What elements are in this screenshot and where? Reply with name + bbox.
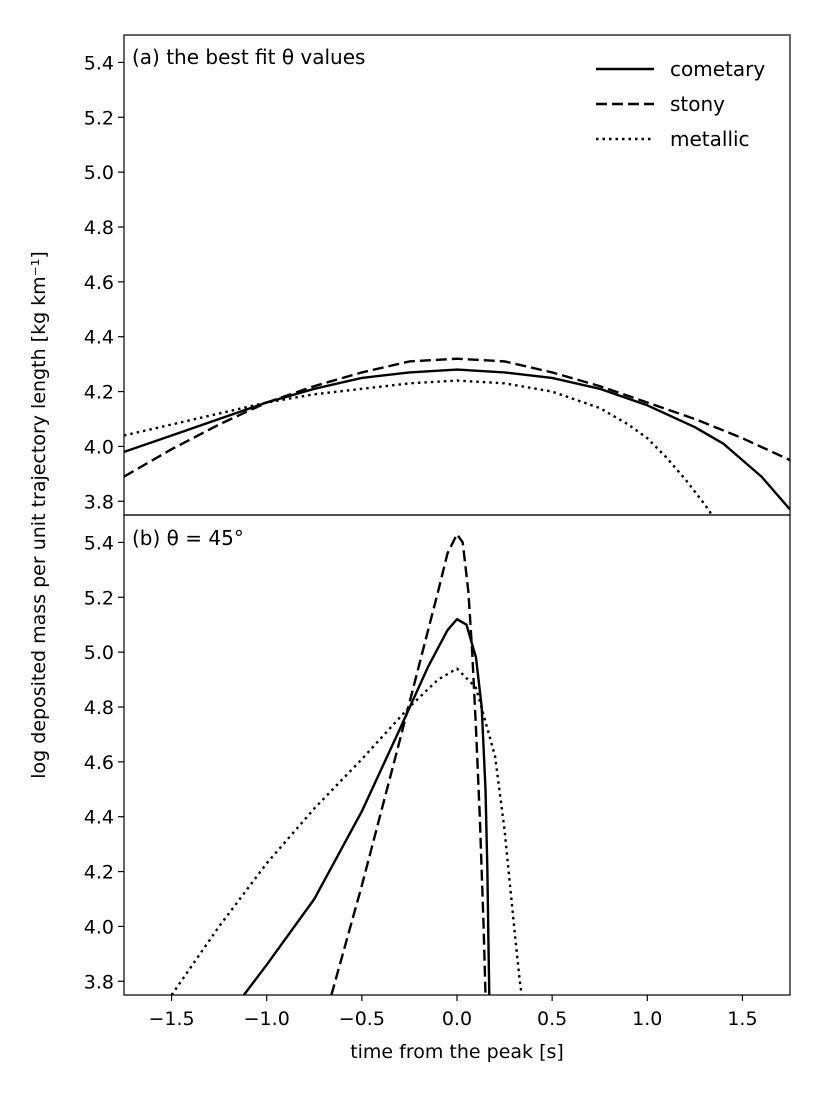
xtick-label: −1.5 <box>149 1008 195 1030</box>
panel-b-ytick-label: 4.8 <box>84 697 114 719</box>
panel-a-ytick-label: 4.4 <box>84 327 114 349</box>
panel-a-ytick-label: 4.6 <box>84 272 114 294</box>
xtick-label: 0.0 <box>442 1008 472 1030</box>
panel-a-title: (a) the best fit θ values <box>132 45 365 69</box>
panel-a-ytick-label: 5.2 <box>84 107 114 129</box>
panel-b-ytick-label: 4.4 <box>84 807 114 829</box>
panel-b-ytick-label: 4.6 <box>84 752 114 774</box>
panel-a-ytick-label: 5.4 <box>84 52 114 74</box>
panel-b-title: (b) θ = 45° <box>132 526 244 550</box>
panel-b-ytick-label: 4.2 <box>84 862 114 884</box>
xtick-label: −1.0 <box>244 1008 290 1030</box>
panel-b-stony-line <box>330 533 487 995</box>
legend-cometary-label: cometary <box>670 57 765 81</box>
panel-a-ytick-label: 4.8 <box>84 217 114 239</box>
xtick-label: 1.0 <box>632 1008 662 1030</box>
legend-metallic-label: metallic <box>670 127 750 151</box>
panel-b-lines <box>170 533 523 995</box>
panel-a-cometary-line <box>124 368 790 511</box>
panel-b-ytick-label: 5.2 <box>84 587 114 609</box>
panel-a-ytick-label: 5.0 <box>84 162 114 184</box>
panel-b-frame <box>123 514 791 996</box>
panel-b-cometary-line <box>242 618 491 995</box>
panel-a: 3.8 4.0 4.2 4.4 4.6 4.8 5.0 5.2 5.4 (a) the best… <box>84 34 791 516</box>
panel-b-ytick-label: 4.0 <box>84 916 114 938</box>
panel-a-lines <box>124 357 790 515</box>
xtick-label: 0.5 <box>537 1008 567 1030</box>
y-axis-label: log deposited mass per unit trajectory l… <box>28 251 50 778</box>
panel-a-ytick-label: 3.8 <box>84 491 114 513</box>
panel-b-ytick-label: 3.8 <box>84 971 114 993</box>
legend: cometary stony metallic <box>596 57 765 151</box>
panel-b-ytick-label: 5.0 <box>84 642 114 664</box>
panel-b: 3.84.04.24.44.64.85.05.25.4 (b) θ = 45° … <box>84 514 791 1030</box>
xtick-label: −0.5 <box>339 1008 385 1030</box>
panel-b-y-axis: 3.8 4.0 4.2 4.4 4.6 4.8 5.0 5.2 5.4 <box>84 532 124 993</box>
panel-a-metallic-line <box>124 379 713 515</box>
xtick-label: 1.5 <box>727 1008 757 1030</box>
x-axis: −1.5 −1.0 −0.5 0.0 0.5 1.0 1.5 <box>149 995 758 1030</box>
panel-a-y-axis: 3.8 4.0 4.2 4.4 4.6 4.8 5.0 5.2 5.4 <box>84 52 124 513</box>
legend-stony-label: stony <box>670 92 725 116</box>
panel-b-ytick-label: 5.4 <box>84 532 114 554</box>
panel-b-metallic-line <box>170 667 523 995</box>
x-axis-label: time from the peak [s] <box>350 1041 564 1063</box>
panel-a-stony-line <box>124 357 790 478</box>
panel-a-ytick-label: 4.0 <box>84 436 114 458</box>
panel-a-ytick-label: 4.2 <box>84 382 114 404</box>
